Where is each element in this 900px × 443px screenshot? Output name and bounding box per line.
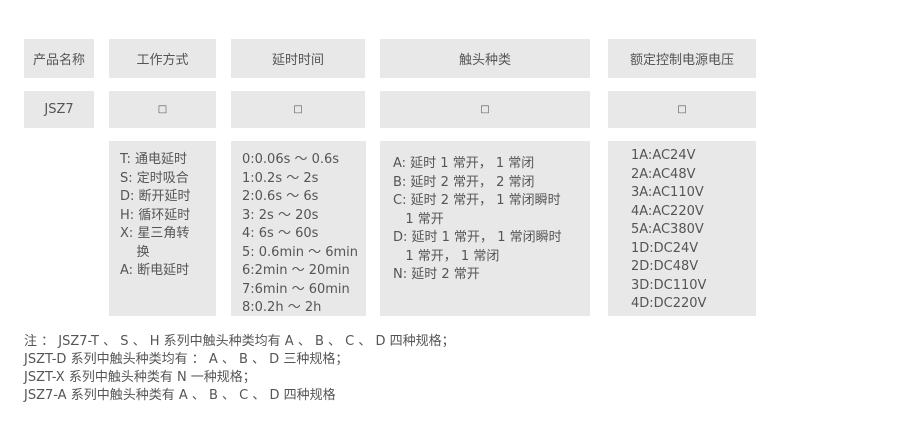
list-item: T: 通电延时 xyxy=(120,152,188,167)
list-item: 4: 6s ～ 60s xyxy=(242,226,319,241)
list-item: 6:2min ～ 20min xyxy=(242,263,350,278)
header-contact-type: 触头种类 xyxy=(380,39,590,78)
list-item: 2D:DC48V xyxy=(631,259,699,274)
note-line: JSZ7-A 系列中触头种类有 A 、 B 、 C 、 D 四种规格 xyxy=(24,388,336,403)
voltage-list: 1A:AC24V 2A:AC48V 3A:AC110V 4A:AC220V 5A… xyxy=(608,141,756,316)
list-item: 1:0.2s ～ 2s xyxy=(242,170,319,186)
list-item: 3D:DC110V xyxy=(631,277,707,293)
header-product-name: 产品名称 xyxy=(24,39,94,78)
list-item: H: 循环延时 xyxy=(120,207,191,223)
header-work-mode: 工作方式 xyxy=(109,39,216,78)
contact-type-list: A: 延时 1 常开， 1 常闭 B: 延时 2 常开， 2 常闭 C: 延时 … xyxy=(380,141,590,316)
work-mode-list: T: 通电延时 S: 定时吸合 D: 断开延时 H: 循环延时 X: 星三角转 … xyxy=(109,141,216,316)
list-item: 4D:DC220V xyxy=(631,296,707,311)
list-item: N: 延时 2 常开 xyxy=(393,267,480,282)
list-item: 4A:AC220V xyxy=(631,203,704,219)
list-item: 3A:AC110V xyxy=(631,185,704,200)
list-item: 2:0.6s ～ 6s xyxy=(242,189,319,204)
note-line: 注 ： JSZ7-T 、 S 、 H 系列中触头种类均有 A 、 B 、 C 、… xyxy=(24,334,455,349)
list-item: A: 延时 1 常开， 1 常闭 xyxy=(393,156,535,171)
list-item: A: 断电延时 xyxy=(120,263,190,278)
list-item: 8:0.2h ～ 2h xyxy=(242,300,322,315)
placeholder-box: □ xyxy=(608,91,756,128)
list-item: 7:6min ～ 60min xyxy=(242,281,350,297)
notes: 注 ： JSZ7-T 、 S 、 H 系列中触头种类均有 A 、 B 、 C 、… xyxy=(24,333,455,405)
delay-time-list: 0:0.06s ～ 0.6s 1:0.2s ～ 2s 2:0.6s ～ 6s 3… xyxy=(231,141,366,316)
placeholder-box: □ xyxy=(380,91,590,128)
list-item: 1A:AC24V xyxy=(631,148,696,163)
list-item: C: 延时 2 常开， 1 常闭瞬时 1 常开 xyxy=(393,193,561,227)
header-rated-voltage: 额定控制电源电压 xyxy=(608,39,756,78)
list-item: B: 延时 2 常开， 2 常闭 xyxy=(393,174,535,190)
list-item: D: 断开延时 xyxy=(120,189,191,204)
list-item: X: 星三角转 换 xyxy=(120,226,190,260)
placeholder-box: □ xyxy=(231,91,365,128)
list-item: 3: 2s ～ 20s xyxy=(242,207,319,223)
list-item: 2A:AC48V xyxy=(631,166,696,182)
note-line: JSZT-D 系列中触头种类均有 ： A 、 B 、 D 三种规格； xyxy=(24,352,349,367)
header-delay-time: 延时时间 xyxy=(231,39,365,78)
product-model: JSZ7 xyxy=(24,91,94,128)
list-item: 5A:AC380V xyxy=(631,222,704,237)
list-item: 0:0.06s ～ 0.6s xyxy=(242,152,340,167)
note-line: JSZT-X 系列中触头种类有 N 一种规格； xyxy=(24,370,256,385)
list-item: 5: 0.6min ～ 6min xyxy=(242,244,359,260)
list-item: 1D:DC24V xyxy=(631,240,699,256)
list-item: S: 定时吸合 xyxy=(120,170,189,186)
placeholder-box: □ xyxy=(109,91,216,128)
list-item: D: 延时 1 常开， 1 常闭瞬时 1 常开， 1 常闭 xyxy=(393,230,562,264)
